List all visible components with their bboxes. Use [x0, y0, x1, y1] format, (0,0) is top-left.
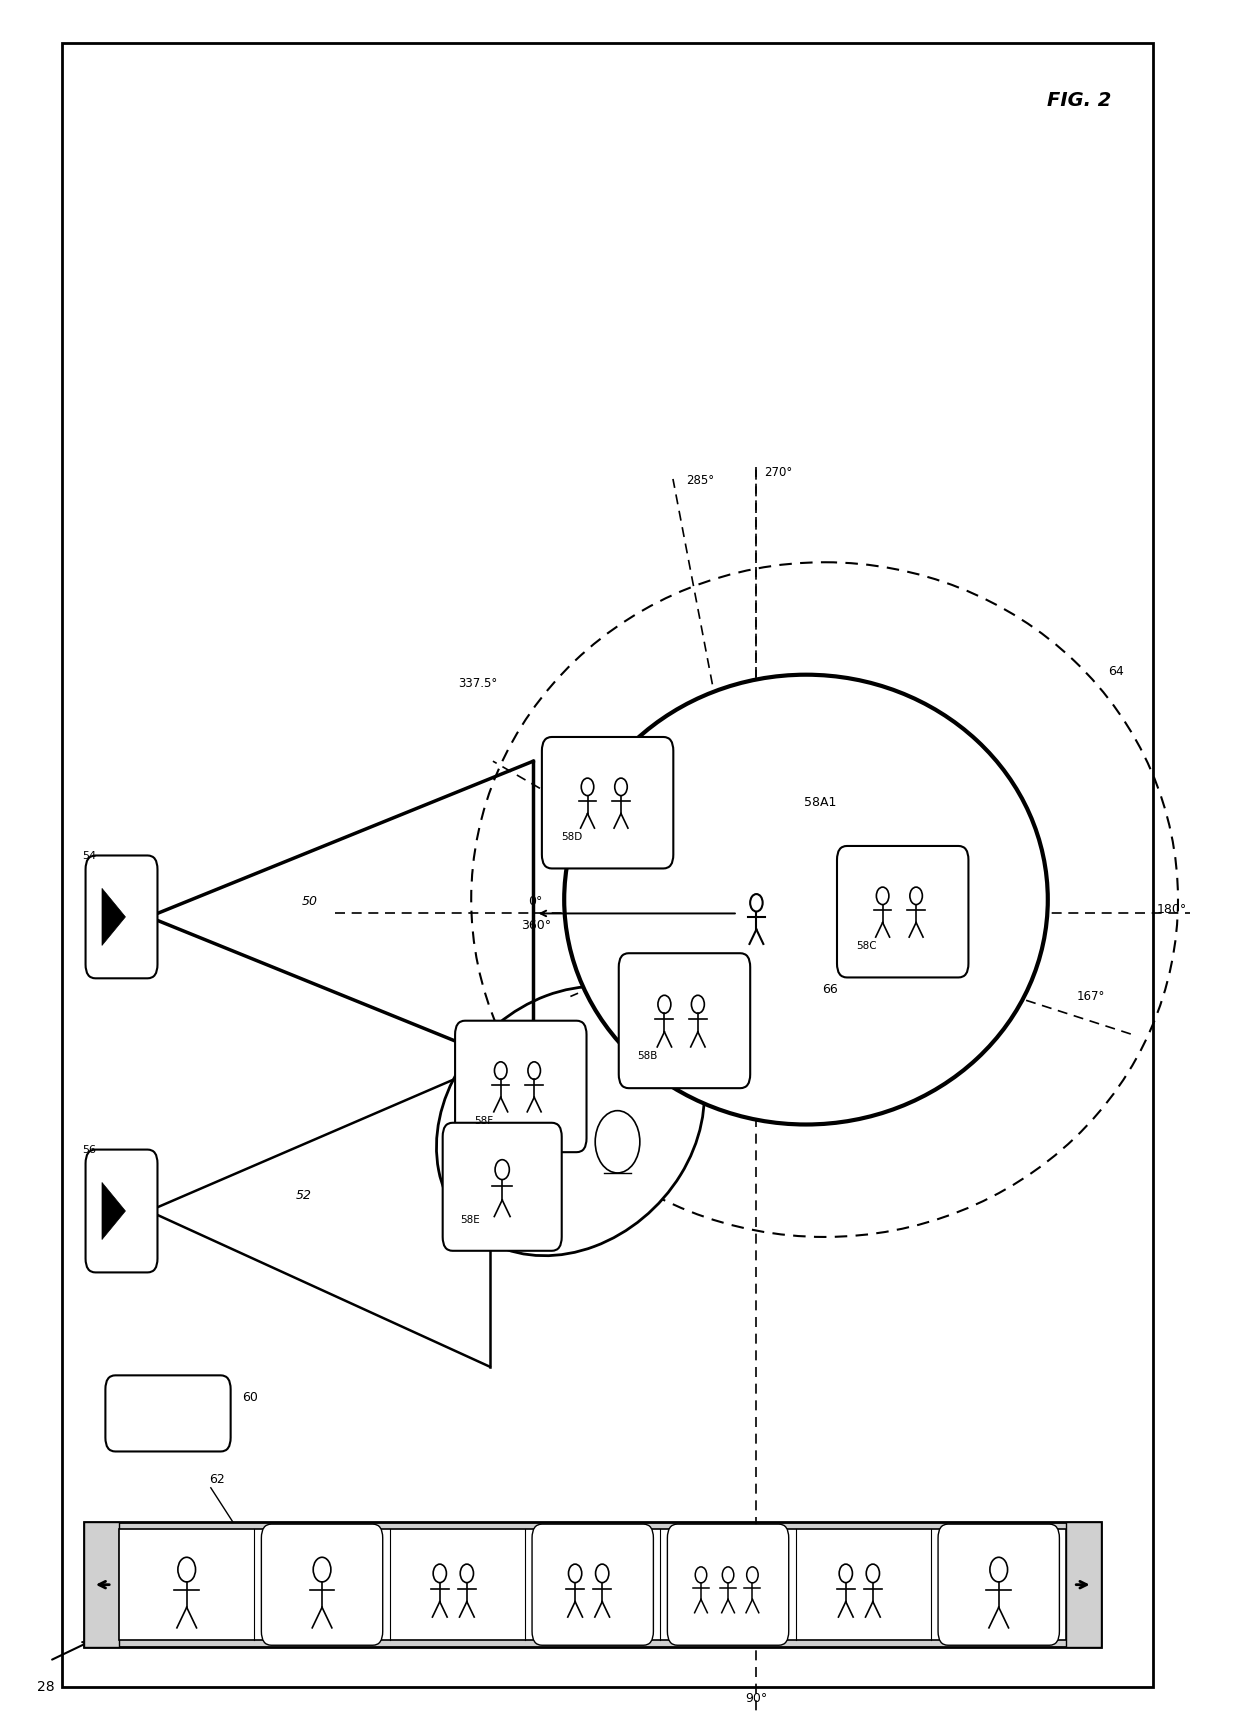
- Text: 60: 60: [242, 1391, 258, 1405]
- Bar: [119, 1529, 1066, 1640]
- Bar: [62, 43, 1153, 1687]
- Text: 52: 52: [296, 1189, 311, 1202]
- Text: 28: 28: [37, 1680, 55, 1694]
- Text: 58A1: 58A1: [804, 796, 836, 810]
- Text: 58A2: 58A2: [657, 1000, 689, 1014]
- FancyBboxPatch shape: [455, 1021, 587, 1152]
- Text: 58D: 58D: [560, 832, 582, 843]
- FancyBboxPatch shape: [542, 737, 673, 868]
- Text: 58E: 58E: [460, 1214, 480, 1225]
- Text: 64: 64: [1109, 664, 1123, 678]
- Polygon shape: [102, 889, 125, 945]
- Text: 54: 54: [82, 851, 97, 862]
- Polygon shape: [102, 1183, 125, 1239]
- Bar: [84, 1522, 119, 1647]
- Text: 337.5°: 337.5°: [458, 676, 497, 690]
- Text: 56: 56: [82, 1145, 97, 1156]
- Ellipse shape: [564, 675, 1048, 1124]
- Text: 270°: 270°: [765, 465, 792, 479]
- Text: 360°: 360°: [521, 919, 551, 932]
- FancyBboxPatch shape: [105, 1375, 231, 1451]
- Text: NEW: NEW: [161, 1408, 188, 1419]
- FancyBboxPatch shape: [443, 1123, 562, 1251]
- FancyBboxPatch shape: [837, 846, 968, 977]
- Text: 285°: 285°: [687, 474, 714, 488]
- Text: 90°: 90°: [745, 1692, 768, 1706]
- Text: 62: 62: [210, 1472, 224, 1486]
- FancyBboxPatch shape: [937, 1524, 1059, 1645]
- Text: 43°: 43°: [486, 1178, 506, 1192]
- Text: 0°: 0°: [528, 894, 543, 908]
- Text: 50: 50: [303, 894, 317, 908]
- Text: 58C: 58C: [856, 941, 877, 952]
- Text: 58B: 58B: [637, 1052, 658, 1062]
- Text: FIG. 2: FIG. 2: [1047, 92, 1111, 109]
- Text: 58F: 58F: [474, 1116, 494, 1126]
- Text: 180°: 180°: [1157, 903, 1187, 917]
- Ellipse shape: [436, 986, 704, 1256]
- FancyBboxPatch shape: [619, 953, 750, 1088]
- Text: 66: 66: [822, 983, 838, 996]
- FancyBboxPatch shape: [667, 1524, 789, 1645]
- FancyBboxPatch shape: [86, 856, 157, 979]
- FancyBboxPatch shape: [262, 1524, 383, 1645]
- FancyBboxPatch shape: [86, 1149, 157, 1273]
- Text: +: +: [123, 1406, 133, 1420]
- Text: 167°: 167°: [1078, 990, 1105, 1003]
- Bar: [1066, 1522, 1101, 1647]
- Bar: [84, 1522, 1101, 1647]
- FancyBboxPatch shape: [532, 1524, 653, 1645]
